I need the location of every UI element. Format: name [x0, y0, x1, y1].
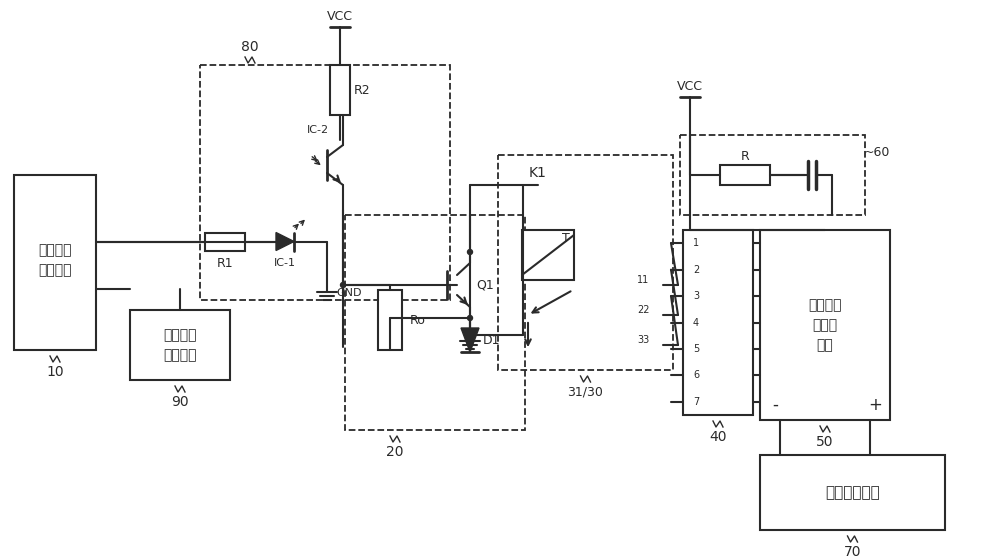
Text: 5: 5	[693, 344, 699, 354]
Bar	[680, 135, 865, 215]
Text: 7: 7	[693, 397, 699, 407]
Text: 控制模块: 控制模块	[38, 264, 72, 278]
Circle shape	[468, 250, 473, 254]
Bar	[205, 232, 245, 250]
Bar	[378, 290, 402, 350]
Text: T: T	[562, 231, 570, 245]
Text: VCC: VCC	[677, 81, 703, 94]
Text: 50: 50	[816, 435, 834, 449]
Text: Ro: Ro	[410, 314, 426, 326]
Text: IC-1: IC-1	[274, 259, 296, 268]
Text: R: R	[741, 151, 749, 164]
Text: 2: 2	[693, 265, 699, 274]
Bar	[200, 65, 450, 300]
Text: 80: 80	[241, 40, 259, 54]
Text: 4: 4	[693, 318, 699, 328]
Text: D1: D1	[483, 334, 501, 347]
Bar	[14, 175, 96, 350]
Text: 模块: 模块	[817, 338, 833, 352]
Text: 90: 90	[171, 395, 189, 409]
Bar	[345, 215, 525, 430]
Text: 高压电源模块: 高压电源模块	[825, 485, 880, 500]
Text: 22: 22	[637, 305, 649, 315]
Text: -: -	[772, 396, 778, 414]
Text: 31/30: 31/30	[568, 385, 603, 399]
Text: 串口模块: 串口模块	[163, 348, 197, 362]
Bar	[498, 155, 673, 370]
Bar	[330, 65, 350, 115]
Text: 10: 10	[46, 365, 64, 379]
Text: 激发高压: 激发高压	[808, 298, 842, 312]
Text: GND: GND	[336, 288, 362, 298]
Bar	[130, 310, 230, 380]
Text: IC-2: IC-2	[307, 125, 329, 135]
Text: 光纤光耦: 光纤光耦	[163, 328, 197, 342]
Text: 33: 33	[637, 335, 649, 345]
Text: VCC: VCC	[327, 11, 353, 24]
Text: 40: 40	[709, 430, 727, 444]
Text: 1: 1	[693, 238, 699, 248]
Text: 压电源: 压电源	[812, 318, 838, 332]
Text: 放电保护: 放电保护	[38, 244, 72, 258]
Text: 3: 3	[693, 291, 699, 301]
Text: R2: R2	[354, 83, 370, 96]
Text: ~60: ~60	[864, 147, 890, 160]
Bar	[522, 230, 574, 280]
Polygon shape	[276, 232, 294, 250]
Text: 11: 11	[637, 275, 649, 285]
Text: 70: 70	[844, 545, 861, 559]
Bar	[720, 165, 770, 185]
Circle shape	[340, 282, 346, 287]
Text: Q1: Q1	[476, 278, 494, 292]
Text: K1: K1	[529, 166, 547, 180]
Text: +: +	[868, 396, 882, 414]
Text: 6: 6	[693, 370, 699, 380]
Bar	[760, 455, 945, 530]
Polygon shape	[461, 328, 479, 352]
Bar	[683, 230, 753, 415]
Bar	[760, 230, 890, 420]
Circle shape	[468, 315, 473, 320]
Text: R1: R1	[217, 257, 233, 270]
Text: 20: 20	[386, 445, 404, 459]
